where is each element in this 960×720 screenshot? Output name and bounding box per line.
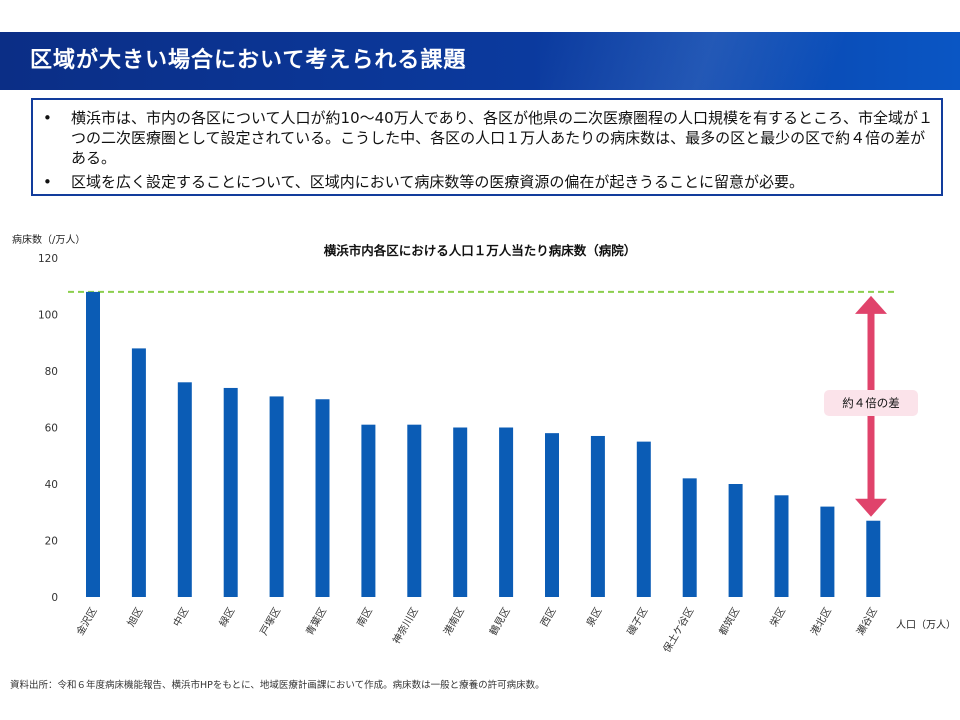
- x-tick-label: 緑区: [216, 605, 237, 629]
- bar-港南区: [453, 427, 468, 597]
- x-tick-label: 栄区: [768, 606, 788, 629]
- y-tick-label: 40: [45, 479, 58, 491]
- x-tick-label: 青葉区: [303, 605, 329, 637]
- bullet: •: [43, 173, 52, 191]
- x-tick-label: 旭区: [125, 606, 145, 629]
- y-tick-label: 80: [45, 366, 58, 378]
- chart-title: 横浜市内各区における人口１万人当たり病床数（病院）: [324, 243, 637, 258]
- bar-磯子区: [636, 441, 651, 597]
- x-axis-label: 人口（万人）: [896, 619, 956, 631]
- bullet: •: [43, 109, 52, 127]
- x-axis-tick-labels: 金沢区 旭区 中区 緑区 戸塚区 青葉区 南区 神奈川区 港南区 鶴見区 西区 泉区 磯子区 保土ケ谷区都…: [73, 605, 880, 655]
- summary-text-2: 区域を広く設定することについて、区域内において病床数等の医療資源の偏在が起きうる…: [71, 173, 805, 191]
- y-tick-label: 120: [38, 253, 58, 265]
- summary-item-2: • 区域を広く設定することについて、区域内において病床数等の医療資源の偏在が起き…: [43, 172, 933, 192]
- summary-box: • 横浜市は、市内の各区について人口が約10～40万人であり、各区が他県の二次医…: [31, 98, 943, 196]
- y-axis-ticks: 0 20 40 60 80 100 120: [38, 253, 58, 604]
- x-tick-label: 南区: [354, 605, 375, 629]
- bar-保土ケ谷区: [682, 478, 697, 597]
- source-note: 資料出所：令和６年度病床機能報告、横浜市HPをもとに、地域医療計画課において作成…: [10, 680, 545, 691]
- x-tick-label: 港北区: [809, 606, 834, 638]
- x-tick-label: 中区: [170, 605, 191, 629]
- x-tick-label: 西区: [538, 606, 558, 629]
- bar-chart: 横浜市内各区における人口１万人当たり病床数（病院） 病床数（/万人） 人口（万人…: [12, 233, 956, 655]
- bar-南区: [361, 424, 376, 597]
- x-tick-label: 磯子区: [624, 605, 650, 637]
- bar-栄区: [774, 495, 789, 597]
- bar-鶴見区: [499, 427, 514, 597]
- bar-青葉区: [315, 399, 330, 597]
- summary-item-1: • 横浜市は、市内の各区について人口が約10～40万人であり、各区が他県の二次医…: [43, 108, 933, 170]
- bar-旭区: [131, 348, 146, 597]
- y-tick-label: 100: [38, 310, 58, 322]
- x-tick-label: 鶴見区: [486, 605, 512, 637]
- y-axis-label: 病床数（/万人）: [12, 233, 85, 246]
- x-tick-label: 港南区: [441, 605, 467, 637]
- arrow-head-down: [855, 498, 887, 517]
- y-tick-label: 0: [51, 592, 58, 604]
- bar-神奈川区: [407, 424, 422, 597]
- bar-中区: [177, 382, 192, 597]
- bar-金沢区: [86, 291, 100, 597]
- page-title: 区域が大きい場合において考えられる課題: [30, 48, 467, 73]
- bar-戸塚区: [269, 396, 284, 597]
- bar-泉区: [590, 435, 605, 597]
- title-banner: 区域が大きい場合において考えられる課題: [0, 32, 960, 90]
- bar-瀬谷区: [866, 520, 881, 597]
- x-tick-label: 戸塚区: [258, 606, 283, 638]
- bar-緑区: [223, 387, 238, 597]
- x-tick-label: 金沢区: [73, 605, 99, 637]
- bar-港北区: [820, 506, 835, 597]
- bar-都筑区: [728, 484, 743, 597]
- x-tick-label: 都筑区: [716, 605, 742, 637]
- summary-text-1: 横浜市は、市内の各区について人口が約10～40万人であり、各区が他県の二次医療圏…: [71, 109, 933, 167]
- banner-decoration: [540, 32, 960, 90]
- arrow-head-up: [855, 295, 887, 314]
- x-tick-label: 瀬谷区: [855, 606, 880, 638]
- difference-label: 約４倍の差: [824, 390, 918, 416]
- x-tick-label: 保土ケ谷区: [660, 605, 696, 655]
- y-tick-label: 20: [45, 536, 58, 548]
- bar-西区: [545, 433, 559, 597]
- x-tick-label: 泉区: [583, 605, 604, 629]
- x-tick-label: 神奈川区: [390, 605, 421, 646]
- bars: [86, 291, 881, 597]
- y-tick-label: 60: [45, 423, 58, 435]
